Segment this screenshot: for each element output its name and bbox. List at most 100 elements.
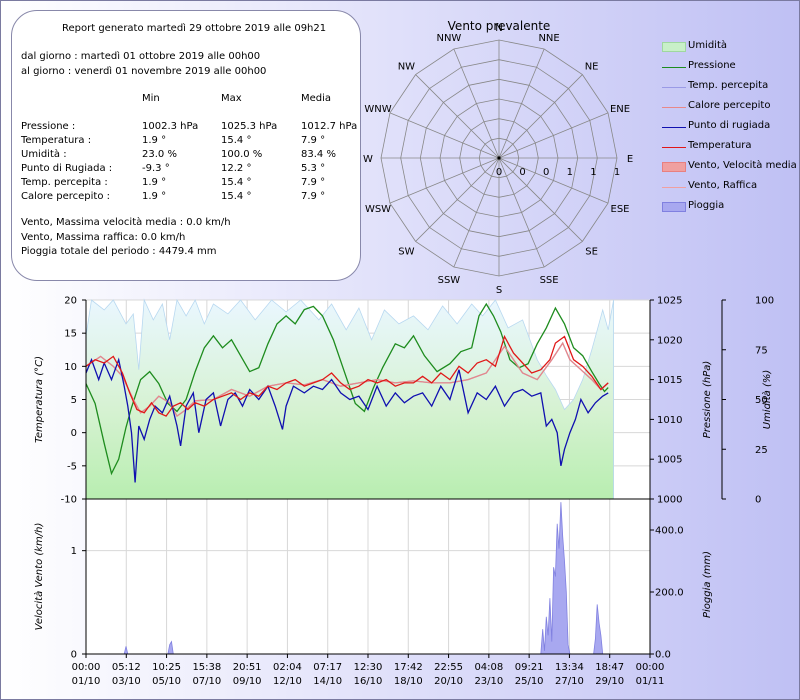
legend-item: Vento, Raffica (660, 180, 800, 194)
rain-area (86, 502, 604, 655)
humidity-axis-label: Umidità (%) (761, 370, 773, 430)
humidity-tick-label: 75 (755, 345, 768, 356)
stat-min: 23.0 % (142, 149, 177, 160)
report-title: Report generato martedì 29 ottobre 2019 … (62, 23, 327, 34)
temperature-tick-label: 20 (64, 296, 77, 307)
wind-rose-point (497, 156, 501, 160)
legend-item: Pressione (660, 60, 800, 74)
legend-item: Punto di rugiada (660, 120, 800, 134)
humidity-tick-label: 50 (755, 395, 768, 406)
wind-rose-title: Vento prevalente (448, 19, 551, 33)
rain-tick-label: 400.0 (655, 526, 684, 537)
x-tick-time: 20:51 (233, 662, 262, 673)
legend-symbol (662, 87, 686, 88)
wind-avg-summary: Vento, Massima velocità media : 0.0 km/h (21, 217, 231, 228)
legend-symbol (662, 67, 686, 68)
report-panel: Report generato martedì 29 ottobre 2019 … (11, 10, 361, 281)
pressure-tick-label: 1025 (657, 296, 682, 307)
x-tick-time: 02:04 (273, 662, 302, 673)
temperature-tick-label: -5 (67, 461, 77, 472)
stat-header-avg: Media (301, 93, 332, 104)
legend-label: Vento, Raffica (688, 180, 758, 191)
wind-rose-direction-label: NNW (436, 33, 461, 44)
pressure-tick-label: 1005 (657, 455, 682, 466)
legend-item: Temperatura (660, 140, 800, 154)
x-tick-time: 22:55 (434, 662, 463, 673)
legend-symbol (662, 107, 686, 108)
x-tick-date: 03/10 (112, 676, 141, 687)
x-tick-time: 09:21 (515, 662, 544, 673)
stat-label: Pressione : (21, 121, 76, 132)
x-tick-time: 12:30 (354, 662, 383, 673)
wind-tick-label: 0 (71, 650, 77, 661)
stat-label: Umidità : (21, 149, 67, 160)
stat-avg: 7.9 ° (301, 191, 326, 202)
temperature-tick-label: -10 (61, 495, 77, 506)
wind-rose-spoke (389, 157, 500, 204)
wind-rose-tick-label: 1 (614, 167, 620, 178)
stat-max: 100.0 % (221, 149, 263, 160)
x-tick-date: 05/10 (152, 676, 181, 687)
temperature-tick-label: 0 (71, 428, 77, 439)
legend-symbol (662, 147, 686, 148)
wind-rose-direction-label: NE (585, 61, 599, 72)
stat-min: 1002.3 hPa (142, 121, 199, 132)
wind-rose-spoke (453, 157, 500, 268)
legend-label: Temperatura (688, 140, 752, 151)
series-line-pressione (85, 302, 609, 476)
stat-min: -9.3 ° (142, 163, 170, 174)
wind-rose-spoke (498, 157, 583, 242)
legend-label: Temp. percepita (688, 80, 769, 91)
x-tick-time: 17:42 (394, 662, 423, 673)
legend-item: Pioggia (660, 200, 800, 214)
x-tick-date: 18/10 (394, 676, 423, 687)
x-tick-time: 15:38 (192, 662, 221, 673)
wind-rose-tick-label: 0 (496, 167, 502, 178)
wind-rose-direction-label: N (495, 23, 502, 34)
wind-rose-spoke (415, 157, 500, 242)
wind-rose-tick-label: 1 (567, 167, 573, 178)
x-tick-date: 27/10 (555, 676, 584, 687)
legend-label: Pressione (688, 60, 736, 71)
wind-axis-label: Velocità Vento (km/h) (33, 523, 45, 631)
x-tick-date: 01/10 (72, 676, 101, 687)
temperature-tick-label: 15 (64, 329, 77, 340)
stat-label: Punto di Rugiada : (21, 163, 113, 174)
rain-tick-label: 200.0 (655, 588, 684, 599)
wind-rose-spoke (498, 48, 545, 159)
wind-rose-direction-label: S (496, 285, 502, 293)
legend-symbol (662, 202, 686, 212)
stat-avg: 5.3 ° (301, 163, 326, 174)
wind-rose-direction-label: E (627, 154, 633, 165)
report-from: dal giorno : martedì 01 ottobre 2019 all… (21, 51, 261, 62)
legend-label: Punto di rugiada (688, 120, 771, 131)
x-tick-time: 00:00 (636, 662, 665, 673)
stat-avg: 7.9 ° (301, 177, 326, 188)
stat-header-min: Min (142, 93, 160, 104)
stat-max: 15.4 ° (221, 191, 252, 202)
wind-rose-tick-label: 0 (519, 167, 525, 178)
temperature-axis-label: Temperatura (°C) (34, 356, 45, 443)
humidity-tick-label: 100 (755, 296, 774, 307)
temperature-tick-label: 5 (71, 395, 77, 406)
legend-label: Umidità (688, 40, 728, 51)
pressure-tick-label: 1020 (657, 335, 682, 346)
pressure-tick-label: 1010 (657, 415, 682, 426)
stat-avg: 1012.7 hPa (301, 121, 358, 132)
wind-rose-direction-label: SSW (438, 275, 461, 286)
wind-rose-direction-label: WNW (364, 104, 391, 115)
stat-label: Temp. percepita : (21, 177, 108, 188)
series-line-temperatura (85, 334, 609, 417)
wind-rose-direction-label: SE (585, 247, 598, 258)
wind-rose-direction-label: SW (398, 247, 414, 258)
wind-rose-direction-label: W (363, 154, 373, 165)
series-line-calore-percepito (85, 341, 609, 418)
wind-rose-spoke (498, 157, 609, 204)
legend-item: Umidità (660, 40, 800, 54)
legend-symbol (662, 127, 686, 128)
stat-max: 15.4 ° (221, 177, 252, 188)
x-tick-date: 20/10 (434, 676, 463, 687)
series-line-punto-di-rugiada (85, 357, 609, 483)
stat-min: 1.9 ° (142, 177, 167, 188)
stat-avg: 83.4 % (301, 149, 336, 160)
